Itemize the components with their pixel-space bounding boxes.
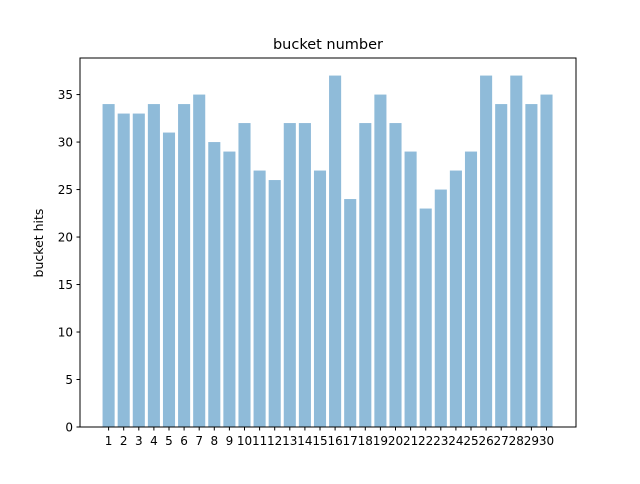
y-tick-label: 15 xyxy=(58,278,73,292)
x-tick-label: 13 xyxy=(282,434,297,448)
bar-21 xyxy=(404,151,417,427)
y-tick-label: 10 xyxy=(58,325,73,339)
x-tick-label: 11 xyxy=(252,434,267,448)
y-tick-label: 30 xyxy=(58,135,73,149)
x-tick-label: 21 xyxy=(403,434,418,448)
bar-1 xyxy=(102,104,115,427)
x-tick-label: 12 xyxy=(267,434,282,448)
x-tick-label: 18 xyxy=(358,434,373,448)
y-axis: 0 5 10 15 20 25 30 35 xyxy=(58,88,80,434)
x-tick-label: 24 xyxy=(448,434,463,448)
y-tick-label: 35 xyxy=(58,88,73,102)
bar-19 xyxy=(374,94,387,427)
y-tick-label: 0 xyxy=(65,420,73,434)
bar-25 xyxy=(464,151,478,427)
x-tick-label: 3 xyxy=(135,434,143,448)
bar-17 xyxy=(344,199,357,427)
x-tick-label: 29 xyxy=(524,434,539,448)
x-tick-label: 26 xyxy=(478,434,493,448)
x-tick-label: 30 xyxy=(539,434,554,448)
x-tick-label: 5 xyxy=(165,434,173,448)
x-tick-label: 6 xyxy=(180,434,188,448)
bar-9 xyxy=(223,151,236,427)
x-tick-label: 10 xyxy=(237,434,252,448)
x-tick-label: 14 xyxy=(297,434,312,448)
x-tick-label: 15 xyxy=(312,434,327,448)
bar-12 xyxy=(268,180,281,427)
bar-22 xyxy=(419,208,432,427)
plot-frame xyxy=(79,57,577,428)
bar-2 xyxy=(117,113,130,427)
bar-15 xyxy=(313,170,327,428)
bar-18 xyxy=(359,123,372,427)
bar-3 xyxy=(132,113,145,427)
bar-13 xyxy=(283,123,296,427)
y-tick-label: 5 xyxy=(65,373,73,387)
x-tick-label: 8 xyxy=(210,434,218,448)
bar-14 xyxy=(298,123,311,427)
x-axis: 1 2 3 4 5 6 7 8 9 10 11 12 13 14 15 16 17 18 19 20 21 22 23 24 2… xyxy=(105,427,554,448)
bar-11 xyxy=(253,170,266,428)
bar-29 xyxy=(525,104,538,427)
bar-7 xyxy=(193,94,206,427)
x-tick-label: 1 xyxy=(105,434,113,448)
y-tick-label: 25 xyxy=(58,183,73,197)
x-tick-label: 22 xyxy=(418,434,433,448)
x-tick-label: 4 xyxy=(150,434,158,448)
bar-28 xyxy=(510,75,523,427)
x-tick-label: 9 xyxy=(226,434,234,448)
bar-5 xyxy=(162,132,176,427)
y-axis-label: bucket hits xyxy=(31,209,46,278)
y-tick-label: 20 xyxy=(58,230,73,244)
bar-20 xyxy=(389,123,402,427)
bar-16 xyxy=(329,75,342,427)
x-tick-label: 19 xyxy=(373,434,388,448)
bar-8 xyxy=(208,142,221,427)
bars-group xyxy=(102,75,553,428)
x-tick-label: 27 xyxy=(494,434,509,448)
x-tick-label: 25 xyxy=(463,434,478,448)
bar-30 xyxy=(540,94,553,427)
chart-title: bucket number xyxy=(273,37,383,53)
x-tick-label: 23 xyxy=(433,434,448,448)
bar-10 xyxy=(238,123,251,427)
bar-27 xyxy=(495,104,508,427)
x-tick-label: 16 xyxy=(327,434,342,448)
bar-24 xyxy=(449,170,462,428)
x-tick-label: 17 xyxy=(343,434,358,448)
x-tick-label: 7 xyxy=(195,434,203,448)
x-tick-label: 2 xyxy=(120,434,128,448)
x-tick-label: 20 xyxy=(388,434,403,448)
x-tick-label: 28 xyxy=(509,434,524,448)
bar-4 xyxy=(147,104,160,427)
bar-23 xyxy=(434,189,447,427)
bar-6 xyxy=(178,104,191,427)
bar-26 xyxy=(480,75,493,427)
